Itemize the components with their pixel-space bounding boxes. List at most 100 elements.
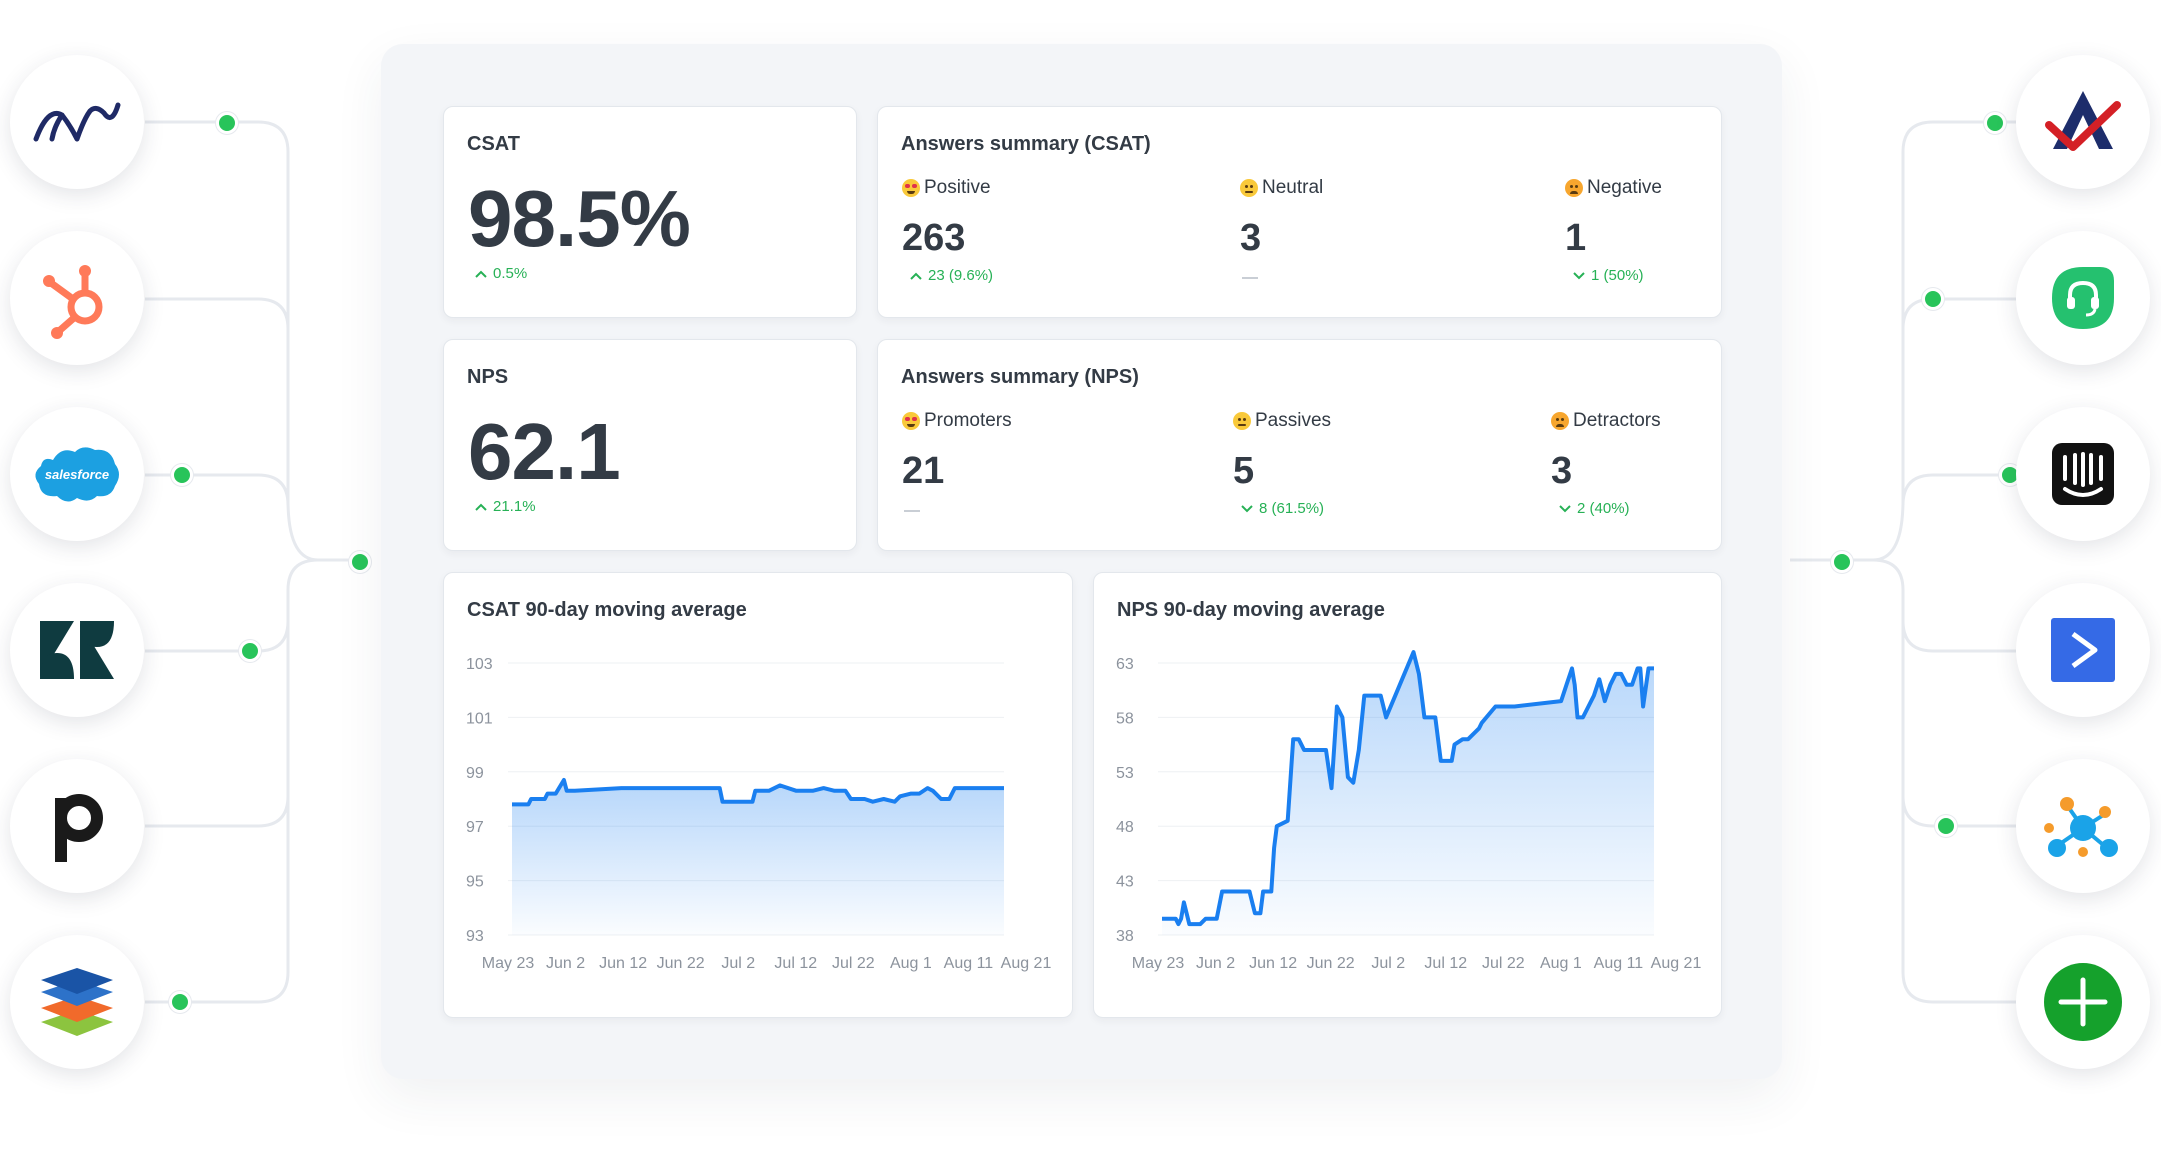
x-tick-label: Jul 22 <box>832 955 875 972</box>
y-tick-label: 101 <box>466 710 493 727</box>
passives-delta-value: 8 (61.5%) <box>1259 500 1325 517</box>
chevron-down-icon <box>1559 504 1571 512</box>
add-integration-icon[interactable] <box>2016 935 2150 1069</box>
activecampaign-icon[interactable] <box>2016 583 2150 717</box>
connector-dot <box>1831 551 1853 573</box>
y-tick-label: 63 <box>1116 656 1134 673</box>
connector-dot <box>1935 815 1957 837</box>
nps-trend: 21.1% <box>475 498 536 515</box>
stack-layers-icon[interactable] <box>10 935 144 1069</box>
wave-logo-icon[interactable] <box>10 55 144 189</box>
chevron-up-icon <box>475 270 487 278</box>
chevron-down-icon <box>1241 504 1253 512</box>
zendesk-icon[interactable] <box>10 583 144 717</box>
y-tick-label: 58 <box>1116 710 1134 727</box>
csat-value: 98.5% <box>468 174 691 263</box>
hubspot-icon[interactable] <box>10 231 144 365</box>
csat-summary-title: Answers summary (CSAT) <box>901 133 1151 155</box>
positive-delta-value: 23 (9.6%) <box>928 267 994 284</box>
neutral-count: 3 <box>1240 217 1262 259</box>
positive-label: Positive <box>902 177 991 199</box>
x-tick-label: Jul 22 <box>1482 955 1525 972</box>
passives-count: 5 <box>1233 450 1255 492</box>
promoters-label-text: Promoters <box>924 410 1012 431</box>
x-tick-label: Aug 21 <box>1651 955 1702 972</box>
detractors-delta-value: 2 (40%) <box>1577 500 1630 517</box>
x-tick-label: Jun 22 <box>1307 955 1355 972</box>
x-tick-label: Jun 2 <box>1196 955 1235 972</box>
csat-trend-value: 0.5% <box>493 265 528 282</box>
connector-dot <box>216 112 238 134</box>
no-change-dash <box>1242 277 1258 279</box>
y-tick-label: 97 <box>466 819 484 836</box>
nps-value: 62.1 <box>468 407 621 496</box>
x-tick-label: Jun 12 <box>1249 955 1297 972</box>
csat-summary-card: Answers summary (CSAT) Positive 263 23 (… <box>877 106 1722 318</box>
y-tick-label: 43 <box>1116 874 1134 891</box>
connector-dot <box>169 991 191 1013</box>
chevron-down-icon <box>1573 271 1585 279</box>
connector-dot <box>171 464 193 486</box>
y-tick-label: 93 <box>466 928 484 945</box>
y-tick-label: 38 <box>1116 928 1134 945</box>
neutral-label: Neutral <box>1240 177 1323 199</box>
x-tick-label: Jul 12 <box>774 955 817 972</box>
connector-dot <box>1984 112 2006 134</box>
x-tick-label: Jul 2 <box>721 955 755 972</box>
chevron-up-icon <box>910 272 922 280</box>
passives-label: Passives <box>1233 410 1331 432</box>
negative-delta: 1 (50%) <box>1573 267 1644 284</box>
heart-eyes-emoji-icon <box>902 179 920 197</box>
salesforce-icon[interactable]: salesforce <box>10 407 144 541</box>
passives-delta: 8 (61.5%) <box>1241 500 1324 517</box>
heart-eyes-emoji-icon <box>902 412 920 430</box>
pipedrive-icon[interactable] <box>10 759 144 893</box>
nps-trend-value: 21.1% <box>493 498 536 515</box>
y-tick-label: 53 <box>1116 765 1134 782</box>
detractors-label: Detractors <box>1551 410 1661 432</box>
csat-chart-card: CSAT 90-day moving average 93 95 97 99 101 10… <box>443 572 1073 1018</box>
x-tick-label: Jul 2 <box>1371 955 1405 972</box>
x-tick-label: May 23 <box>1132 955 1185 972</box>
nps-title: NPS <box>467 366 509 388</box>
intercom-icon[interactable] <box>2016 407 2150 541</box>
x-tick-label: Aug 1 <box>1540 955 1582 972</box>
connector-dot <box>1922 288 1944 310</box>
series-line <box>1162 650 1654 927</box>
promoters-count: 21 <box>902 450 945 492</box>
csat-trend: 0.5% <box>475 265 527 282</box>
positive-count: 263 <box>902 217 966 259</box>
neutral-label-text: Neutral <box>1262 177 1324 198</box>
freshdesk-icon[interactable] <box>2016 231 2150 365</box>
y-tick-label: 48 <box>1116 819 1134 836</box>
check-a-logo-icon[interactable] <box>2016 55 2150 189</box>
connector-dot <box>349 551 371 573</box>
negative-label: Negative <box>1565 177 1662 199</box>
x-tick-label: Jun 22 <box>657 955 705 972</box>
network-nodes-icon[interactable] <box>2016 759 2150 893</box>
neutral-face-emoji-icon <box>1233 412 1251 430</box>
csat-moving-average-chart: 93 95 97 99 101 103 May 23 Jun 2 Jun 12 Jun 22 Jul… <box>466 656 1051 972</box>
negative-delta-value: 1 (50%) <box>1591 267 1644 284</box>
angry-face-emoji-icon <box>1565 179 1583 197</box>
csat-chart-title: CSAT 90-day moving average <box>467 599 747 621</box>
salesforce-wordmark: salesforce <box>45 467 109 482</box>
nps-summary-title: Answers summary (NPS) <box>901 366 1139 388</box>
x-tick-label: Aug 11 <box>1594 955 1644 972</box>
detractors-count: 3 <box>1551 450 1573 492</box>
x-tick-label: Jun 2 <box>546 955 585 972</box>
x-tick-label: May 23 <box>482 955 535 972</box>
x-tick-label: Aug 1 <box>890 955 932 972</box>
promoters-label: Promoters <box>902 410 1012 432</box>
y-tick-label: 103 <box>466 656 493 673</box>
nps-card: NPS 62.1 21.1% <box>443 339 857 551</box>
series-area <box>512 780 1004 935</box>
positive-label-text: Positive <box>924 177 991 198</box>
dashboard-panel: CSAT 98.5% 0.5% Answers summary (CSAT) P… <box>381 44 1782 1079</box>
x-tick-label: Jun 12 <box>599 955 647 972</box>
connector-dot <box>239 640 261 662</box>
no-change-dash <box>904 510 920 512</box>
y-tick-label: 99 <box>466 765 484 782</box>
nps-chart-card: NPS 90-day moving average 38 43 48 53 58 63 Ma… <box>1093 572 1722 1018</box>
